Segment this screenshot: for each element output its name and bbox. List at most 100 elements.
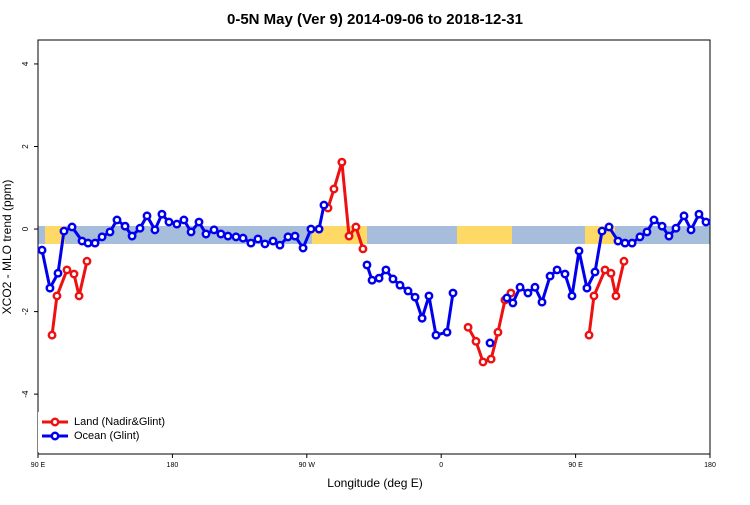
data-point xyxy=(537,297,547,307)
data-point xyxy=(508,298,518,308)
data-point xyxy=(649,215,659,225)
data-point xyxy=(62,265,72,275)
data-point xyxy=(574,246,584,256)
data-point xyxy=(275,240,285,250)
land-band xyxy=(457,226,512,244)
data-point xyxy=(589,291,599,301)
data-point xyxy=(164,217,174,227)
legend-bg xyxy=(38,412,188,452)
data-point xyxy=(74,291,84,301)
data-point xyxy=(597,226,607,236)
legend-marker xyxy=(50,431,60,441)
data-point xyxy=(105,227,115,237)
data-point xyxy=(485,338,495,348)
data-point xyxy=(172,219,182,229)
data-point xyxy=(560,269,570,279)
y-tick-label: 2 xyxy=(21,144,30,149)
data-point xyxy=(37,245,47,255)
data-point xyxy=(351,222,361,232)
y-axis-label: XCO2 - MLO trend (ppm) xyxy=(0,180,14,315)
data-point xyxy=(216,229,226,239)
data-point xyxy=(471,336,481,346)
data-point xyxy=(82,256,92,266)
data-point xyxy=(671,223,681,233)
data-point xyxy=(135,223,145,233)
data-point xyxy=(194,217,204,227)
data-point xyxy=(486,354,496,364)
data-point xyxy=(306,224,316,234)
data-point xyxy=(627,238,637,248)
data-point xyxy=(606,268,616,278)
data-point xyxy=(403,286,413,296)
data-point xyxy=(388,274,398,284)
data-point xyxy=(186,227,196,237)
x-tick-label: 0 xyxy=(439,462,443,469)
data-point xyxy=(590,267,600,277)
data-point xyxy=(381,265,391,275)
data-point xyxy=(463,322,473,332)
data-point xyxy=(701,217,711,227)
data-point xyxy=(679,211,689,221)
data-point xyxy=(686,225,696,235)
data-point xyxy=(493,327,503,337)
plot-frame xyxy=(37,39,711,455)
x-axis-label: Longitude (deg E) xyxy=(327,476,422,490)
data-point xyxy=(52,291,62,301)
data-point xyxy=(59,226,69,236)
data-point xyxy=(417,313,427,323)
data-point xyxy=(90,238,100,248)
x-tick-label: 90 E xyxy=(568,462,583,469)
data-point xyxy=(83,238,93,248)
data-point xyxy=(362,260,372,270)
data-point xyxy=(611,291,621,301)
data-point xyxy=(298,243,308,253)
legend-label: Land (Nadir&Glint) xyxy=(74,416,165,428)
data-point xyxy=(53,268,63,278)
data-point xyxy=(367,275,377,285)
data-point xyxy=(238,233,248,243)
y-tick-label: 4 xyxy=(21,61,30,66)
data-point xyxy=(410,292,420,302)
data-point xyxy=(142,211,152,221)
data-point xyxy=(157,209,167,219)
data-point xyxy=(319,200,329,210)
x-tick-label: 90 E xyxy=(31,462,46,469)
data-point xyxy=(260,239,270,249)
data-point xyxy=(374,273,384,283)
data-point xyxy=(635,232,645,242)
y-tick-label: -2 xyxy=(21,307,30,315)
data-point xyxy=(582,283,592,293)
y-tick-label: 0 xyxy=(21,226,30,231)
data-point xyxy=(150,225,160,235)
series-line xyxy=(50,161,626,364)
data-point xyxy=(664,231,674,241)
data-point xyxy=(442,327,452,337)
data-point xyxy=(268,236,278,246)
data-point xyxy=(223,231,233,241)
data-point xyxy=(604,222,614,232)
data-point xyxy=(545,271,555,281)
data-point xyxy=(69,269,79,279)
data-point xyxy=(45,283,55,293)
data-point xyxy=(201,229,211,239)
data-point xyxy=(314,224,324,234)
data-point xyxy=(619,256,629,266)
data-point xyxy=(112,215,122,225)
data-point xyxy=(283,232,293,242)
data-point xyxy=(567,291,577,301)
data-point xyxy=(502,293,512,303)
data-point xyxy=(67,222,77,232)
x-tick-label: 180 xyxy=(167,462,179,469)
data-point xyxy=(584,330,594,340)
data-point xyxy=(209,225,219,235)
data-point xyxy=(613,236,623,246)
data-point xyxy=(179,215,189,225)
x-tick-label: 180 xyxy=(704,462,716,469)
data-point xyxy=(120,221,130,231)
data-point xyxy=(530,282,540,292)
data-point xyxy=(620,238,630,248)
data-point xyxy=(424,291,434,301)
data-point xyxy=(127,231,137,241)
data-point xyxy=(47,330,57,340)
